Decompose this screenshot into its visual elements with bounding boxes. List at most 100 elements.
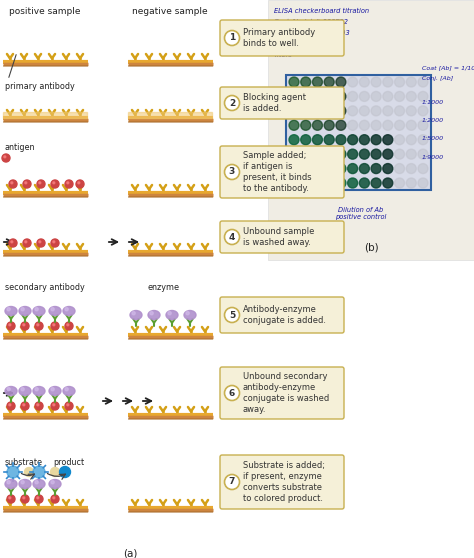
Circle shape [21,480,24,484]
Circle shape [312,121,322,130]
Circle shape [39,241,41,243]
Ellipse shape [49,479,61,488]
Circle shape [225,474,239,489]
Circle shape [371,121,381,130]
Circle shape [2,154,10,162]
Circle shape [312,92,322,102]
Circle shape [301,77,311,87]
Circle shape [168,311,171,315]
Circle shape [23,404,25,406]
Circle shape [225,95,239,110]
Ellipse shape [33,306,45,315]
Circle shape [35,322,43,330]
Circle shape [301,134,311,145]
Circle shape [406,149,416,159]
Circle shape [9,180,17,188]
Circle shape [359,92,369,102]
Circle shape [7,322,15,330]
Ellipse shape [49,387,61,396]
Circle shape [21,402,29,410]
Text: primary antibody: primary antibody [5,82,75,91]
Circle shape [371,92,381,102]
Circle shape [406,163,416,174]
Circle shape [21,307,24,311]
Circle shape [78,182,80,184]
Text: (b): (b) [364,242,378,252]
Text: Coat [Ab] = 1/1000: Coat [Ab] = 1/1000 [422,65,474,70]
Circle shape [35,480,38,484]
Circle shape [33,466,45,478]
Circle shape [289,77,299,87]
Circle shape [51,480,54,484]
Circle shape [336,92,346,102]
Circle shape [21,495,29,503]
Circle shape [347,178,358,188]
Circle shape [23,239,31,247]
Circle shape [359,178,369,188]
Text: Titers: Titers [274,52,293,58]
Circle shape [312,178,322,188]
Text: 5: 5 [229,310,235,320]
Circle shape [324,163,334,174]
Circle shape [406,106,416,116]
Text: 6: 6 [229,388,235,397]
Ellipse shape [49,306,61,315]
Circle shape [25,241,27,243]
Circle shape [289,163,299,174]
Circle shape [371,77,381,87]
Circle shape [301,92,311,102]
Circle shape [394,163,404,174]
Ellipse shape [19,306,31,315]
Circle shape [289,106,299,116]
Text: ELISA checkerboard titration: ELISA checkerboard titration [274,8,369,14]
Circle shape [336,163,346,174]
Circle shape [7,495,15,503]
Circle shape [51,495,59,503]
Circle shape [418,121,428,130]
FancyBboxPatch shape [220,146,344,198]
Circle shape [347,163,358,174]
Circle shape [51,388,54,391]
Circle shape [394,121,404,130]
Circle shape [301,149,311,159]
Circle shape [406,77,416,87]
Circle shape [7,480,10,484]
Circle shape [347,106,358,116]
Text: Coat Ab  lot # 030E52: Coat Ab lot # 030E52 [274,19,348,25]
Circle shape [301,178,311,188]
Circle shape [51,180,59,188]
Circle shape [359,163,369,174]
Circle shape [37,180,45,188]
Circle shape [418,163,428,174]
Circle shape [418,178,428,188]
Circle shape [65,388,68,391]
Text: antigen: antigen [5,143,36,152]
Circle shape [301,163,311,174]
Circle shape [65,402,73,410]
Circle shape [371,134,381,145]
Circle shape [67,404,69,406]
Circle shape [336,149,346,159]
Circle shape [39,182,41,184]
Circle shape [347,121,358,130]
Circle shape [383,121,393,130]
Circle shape [347,134,358,145]
Circle shape [60,466,71,478]
Text: 12-16-03: 12-16-03 [274,41,304,47]
Circle shape [225,386,239,401]
Circle shape [65,180,73,188]
Circle shape [35,307,38,311]
Circle shape [324,106,334,116]
Circle shape [336,77,346,87]
Text: positive sample: positive sample [9,7,81,16]
Circle shape [7,466,19,478]
Circle shape [25,468,34,477]
Bar [268,0,474,260]
Circle shape [347,149,358,159]
Circle shape [37,239,45,247]
Circle shape [289,178,299,188]
Text: Antibody-enzyme
conjugate is added.: Antibody-enzyme conjugate is added. [243,305,326,325]
Text: 1:5000: 1:5000 [422,136,444,141]
Circle shape [65,307,68,311]
Circle shape [359,106,369,116]
